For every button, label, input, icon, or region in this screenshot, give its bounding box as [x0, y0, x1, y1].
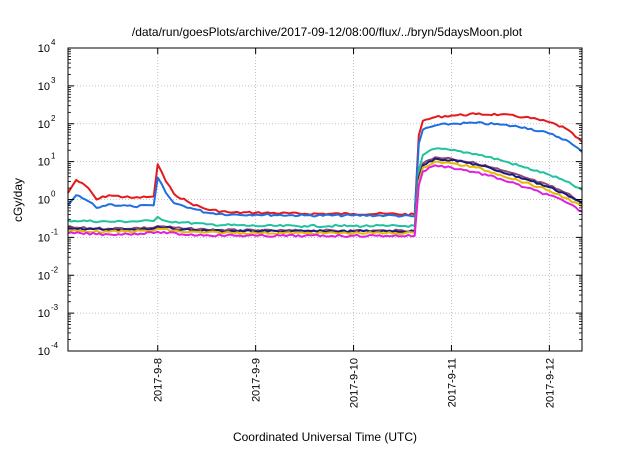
y-tick-exponent: -4	[51, 341, 59, 350]
series-line-7	[67, 164, 583, 238]
y-tick-exponent: 0	[51, 190, 56, 199]
series-line-1	[67, 112, 583, 217]
y-tick-label: 10	[38, 232, 50, 244]
series-group	[67, 112, 583, 238]
x-tick-label: 2017-9-9	[251, 358, 263, 402]
grid	[68, 48, 582, 351]
y-tick-label: 10	[38, 346, 50, 358]
x-axis-label: Coordinated Universal Time (UTC)	[233, 430, 417, 444]
y-tick-label: 10	[38, 270, 50, 282]
y-tick-exponent: 4	[51, 38, 56, 47]
y-tick-label: 10	[38, 119, 50, 131]
y-tick-label: 10	[38, 43, 50, 55]
series-line-2	[67, 121, 583, 218]
x-tick-label: 2017-9-8	[153, 358, 165, 402]
y-tick-exponent: 3	[51, 76, 56, 85]
y-tick-label: 10	[38, 195, 50, 207]
x-tick-label: 2017-9-10	[349, 358, 361, 408]
x-tick-label: 2017-9-12	[544, 358, 556, 408]
y-tick-exponent: -2	[51, 265, 59, 274]
chart-title: /data/run/goesPlots/archive/2017-09-12/0…	[132, 25, 523, 39]
x-tick-label: 2017-9-11	[446, 358, 458, 407]
y-axis-label: cGy/day	[11, 178, 25, 222]
y-tick-exponent: -1	[51, 227, 59, 236]
series-line-5	[67, 157, 583, 234]
y-tick-label: 10	[38, 157, 50, 169]
x-axis: 2017-9-8 2017-9-9 2017-9-10 2017-9-11 2017-9…	[153, 48, 556, 408]
plot-frame	[67, 47, 583, 352]
y-tick-label: 10	[38, 308, 50, 320]
y-tick-label: 10	[38, 81, 50, 93]
y-tick-exponent: -3	[51, 303, 59, 312]
y-tick-exponent: 2	[51, 114, 56, 123]
series-line-3	[67, 147, 583, 229]
y-tick-exponent: 1	[51, 152, 56, 161]
series-line-6	[68, 160, 583, 236]
